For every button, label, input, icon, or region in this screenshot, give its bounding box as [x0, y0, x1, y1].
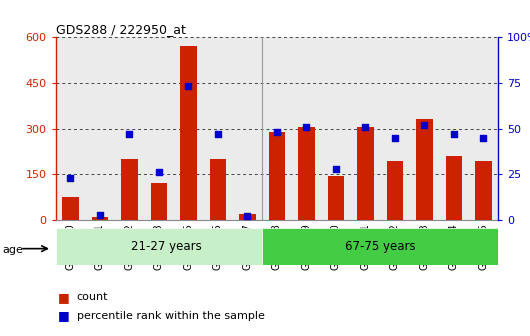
Bar — [56, 228, 262, 265]
Point — [184, 84, 193, 89]
Bar — [357, 127, 374, 220]
Point — [302, 124, 311, 129]
Bar — [298, 127, 314, 220]
Point — [96, 212, 104, 217]
Text: count: count — [77, 292, 108, 302]
Text: ■: ■ — [58, 291, 70, 304]
Text: 21-27 years: 21-27 years — [131, 241, 201, 253]
Text: 67-75 years: 67-75 years — [345, 241, 416, 253]
Point — [332, 166, 340, 171]
Bar — [262, 228, 498, 265]
Bar — [121, 159, 137, 220]
Text: age: age — [3, 245, 23, 255]
Point — [214, 131, 222, 137]
Text: ■: ■ — [58, 309, 70, 322]
Point — [66, 175, 75, 181]
Bar — [151, 183, 167, 220]
Point — [243, 214, 252, 219]
Text: percentile rank within the sample: percentile rank within the sample — [77, 311, 264, 321]
Point — [420, 122, 429, 128]
Bar — [210, 159, 226, 220]
Point — [155, 170, 163, 175]
Point — [450, 131, 458, 137]
Point — [479, 135, 488, 140]
Bar — [446, 156, 462, 220]
Bar — [417, 119, 432, 220]
Bar — [475, 161, 491, 220]
Bar — [387, 161, 403, 220]
Text: GDS288 / 222950_at: GDS288 / 222950_at — [56, 23, 186, 36]
Point — [391, 135, 399, 140]
Bar — [240, 214, 255, 220]
Bar — [269, 132, 285, 220]
Bar — [92, 217, 108, 220]
Point — [125, 131, 134, 137]
Point — [273, 129, 281, 135]
Point — [361, 124, 370, 129]
Bar — [63, 197, 78, 220]
Bar — [328, 176, 344, 220]
Bar — [180, 46, 197, 220]
